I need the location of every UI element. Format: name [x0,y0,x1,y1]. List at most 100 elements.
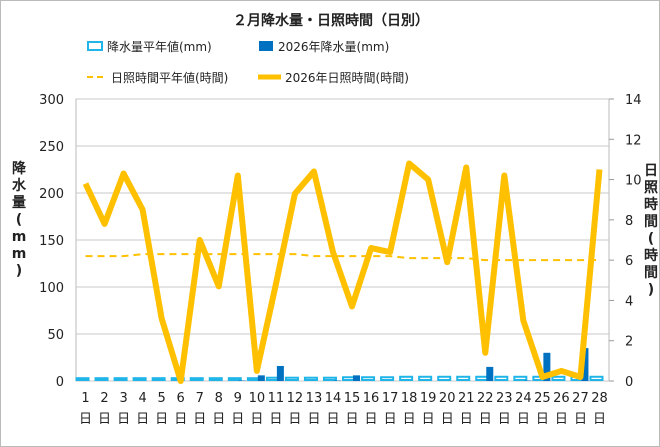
normal-precip-bar [361,376,376,381]
x-tick-label: 21 [458,391,475,406]
normal-precip-bar [494,375,509,381]
x-tick-suffix: 日 [155,412,168,427]
normal-precip-bar [189,377,204,381]
x-tick-suffix: 日 [384,412,397,427]
normal-precip-bar [513,375,528,381]
x-tick-label: 28 [591,391,608,406]
x-tick-suffix: 日 [79,412,92,427]
x-tick-suffix: 日 [479,412,492,427]
chart-title: ２月降水量・日照時間（日別） [233,12,429,29]
x-tick-suffix: 日 [574,412,587,427]
x-tick-suffix: 日 [498,412,511,427]
x-tick-label: 6 [177,391,185,406]
precip-bar [543,352,551,381]
y-axis-label: 降水量(m m) [12,160,27,279]
x-tick-label: 9 [234,391,242,406]
x-tick-suffix: 日 [555,412,568,427]
x-tick-label: 23 [496,391,513,406]
x-tick-label: 15 [344,391,361,406]
x-tick-label: 2 [100,391,108,406]
x-tick-suffix: 日 [193,412,206,427]
x-tick-label: 3 [119,391,127,406]
normal-precip-bar [551,375,566,381]
x-tick-label: 13 [306,391,323,406]
x-tick-suffix: 日 [441,412,454,427]
x-tick-label: 19 [420,391,437,406]
x-tick-suffix: 日 [136,412,149,427]
x-tick-suffix: 日 [326,412,339,427]
x-tick-label: 5 [158,391,166,406]
x-tick-label: 16 [363,391,380,406]
legend-label: 日照時間平年値(時間) [111,70,228,85]
x-tick-label: 10 [249,391,266,406]
normal-precip-bar [399,375,414,381]
legend-label: 2026年降水量(mm) [278,40,389,54]
x-tick-suffix: 日 [460,412,473,427]
x-tick-suffix: 日 [250,412,263,427]
x-tick-suffix: 日 [365,412,378,427]
x-tick-suffix: 日 [174,412,187,427]
x-tick-suffix: 日 [117,412,130,427]
x-tick-suffix: 日 [517,412,530,427]
y-tick-label: 150 [39,234,64,249]
x-tick-suffix: 日 [536,412,549,427]
x-tick-label: 25 [534,391,551,406]
legend-label: 2026年日照時間(時間) [285,71,409,85]
normal-precip-bar [208,377,223,381]
precip-bar [353,375,361,381]
normal-precip-bar [113,377,128,381]
x-tick-label: 1 [81,391,89,406]
y-tick-label: 250 [39,140,64,155]
y-tick-label: 300 [39,93,64,108]
y2-tick-label: 10 [625,174,642,189]
x-tick-suffix: 日 [346,412,359,427]
precip-bar [486,366,494,381]
x-tick-suffix: 日 [307,412,320,427]
y2-tick-label: 4 [625,294,633,309]
y2-tick-label: 8 [625,214,633,229]
normal-sunshine-line [85,253,600,262]
x-tick-label: 8 [215,391,223,406]
x-tick-suffix: 日 [422,412,435,427]
x-tick-label: 12 [287,391,304,406]
x-tick-label: 17 [382,391,399,406]
y2-tick-label: 2 [625,335,633,350]
x-tick-suffix: 日 [593,412,606,427]
x-tick-suffix: 日 [98,412,111,427]
precip-bar [581,348,589,381]
y-tick-label: 100 [39,281,64,296]
y2-tick-label: 14 [625,93,642,108]
normal-precip-bar [303,376,318,381]
normal-precip-bar [380,376,395,381]
sunshine-line [82,160,603,384]
legend-swatch-normal-precip [87,41,103,51]
x-tick-label: 7 [196,391,204,406]
y2-tick-label: 0 [625,375,633,390]
x-tick-suffix: 日 [231,412,244,427]
x-tick-suffix: 日 [288,412,301,427]
normal-precip-bar [132,377,147,381]
y2-tick-label: 6 [625,254,633,269]
normal-precip-bar [151,377,166,381]
legend-swatch-precip [259,41,273,51]
x-tick-label: 14 [325,391,342,406]
normal-precip-bar [75,377,90,381]
y2-axis-label: 日照時間(時間) [644,163,658,298]
x-tick-suffix: 日 [269,412,282,427]
normal-precip-bar [94,377,109,381]
x-tick-label: 20 [439,391,456,406]
x-tick-label: 11 [268,391,285,406]
x-tick-label: 24 [515,391,532,406]
normal-precip-bar [227,377,242,381]
normal-precip-bar [284,376,299,381]
normal-precip-bar [589,375,604,381]
normal-precip-bar [418,375,433,381]
normal-precip-bar [456,375,471,381]
y-tick-label: 50 [47,328,64,343]
x-tick-suffix: 日 [403,412,416,427]
x-tick-label: 27 [572,391,589,406]
y2-tick-label: 12 [625,133,642,148]
legend: 降水量平年値(mm) 2026年降水量(mm) 日照時間平年値(時間) 2026年日照… [87,39,409,85]
